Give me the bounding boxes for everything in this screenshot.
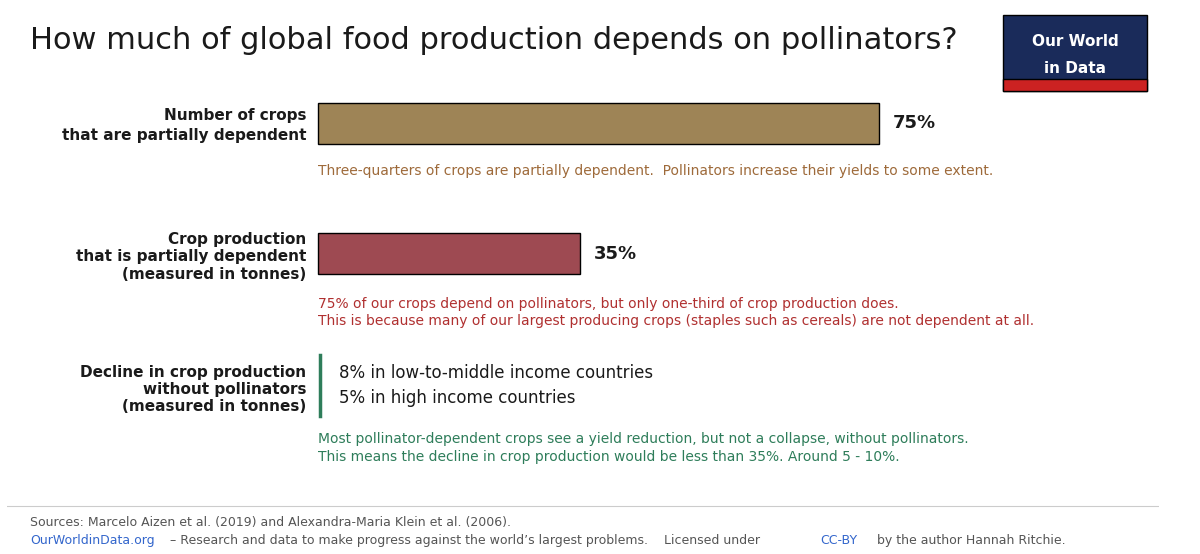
FancyBboxPatch shape <box>318 233 580 274</box>
Text: This is because many of our largest producing crops (staples such as cereals) ar: This is because many of our largest prod… <box>318 314 1034 328</box>
Text: by the author Hannah Ritchie.: by the author Hannah Ritchie. <box>872 534 1066 547</box>
FancyBboxPatch shape <box>1003 79 1147 91</box>
Text: without pollinators: without pollinators <box>143 382 306 397</box>
Text: This means the decline in crop production would be less than 35%. Around 5 - 10%: This means the decline in crop productio… <box>318 450 900 464</box>
Text: Crop production: Crop production <box>168 233 306 248</box>
Text: OurWorldinData.org: OurWorldinData.org <box>30 534 155 547</box>
FancyBboxPatch shape <box>1003 15 1147 91</box>
Text: Number of crops: Number of crops <box>164 108 306 123</box>
Text: that is partially dependent: that is partially dependent <box>76 249 306 264</box>
Text: Three-quarters of crops are partially dependent.  Pollinators increase their yie: Three-quarters of crops are partially de… <box>318 164 994 178</box>
Text: Decline in crop production: Decline in crop production <box>80 365 306 380</box>
FancyBboxPatch shape <box>318 103 880 143</box>
Text: Our World: Our World <box>1032 34 1118 49</box>
Text: (measured in tonnes): (measured in tonnes) <box>122 266 306 281</box>
Text: 5% in high income countries: 5% in high income countries <box>338 389 575 407</box>
Text: 8% in low-to-middle income countries: 8% in low-to-middle income countries <box>338 364 653 382</box>
Text: Sources: Marcelo Aizen et al. (2019) and Alexandra-Maria Klein et al. (2006).: Sources: Marcelo Aizen et al. (2019) and… <box>30 516 511 530</box>
Text: 75% of our crops depend on pollinators, but only one-third of crop production do: 75% of our crops depend on pollinators, … <box>318 297 899 311</box>
Text: – Research and data to make progress against the world’s largest problems.    Li: – Research and data to make progress aga… <box>166 534 764 547</box>
Text: in Data: in Data <box>1044 61 1106 76</box>
Text: 75%: 75% <box>893 115 936 132</box>
Text: CC-BY: CC-BY <box>820 534 857 547</box>
Text: 35%: 35% <box>594 244 637 263</box>
Text: Most pollinator-dependent crops see a yield reduction, but not a collapse, witho: Most pollinator-dependent crops see a yi… <box>318 432 968 447</box>
Text: that are partially dependent: that are partially dependent <box>62 128 306 143</box>
Text: How much of global food production depends on pollinators?: How much of global food production depen… <box>30 26 958 55</box>
Text: (measured in tonnes): (measured in tonnes) <box>122 399 306 414</box>
